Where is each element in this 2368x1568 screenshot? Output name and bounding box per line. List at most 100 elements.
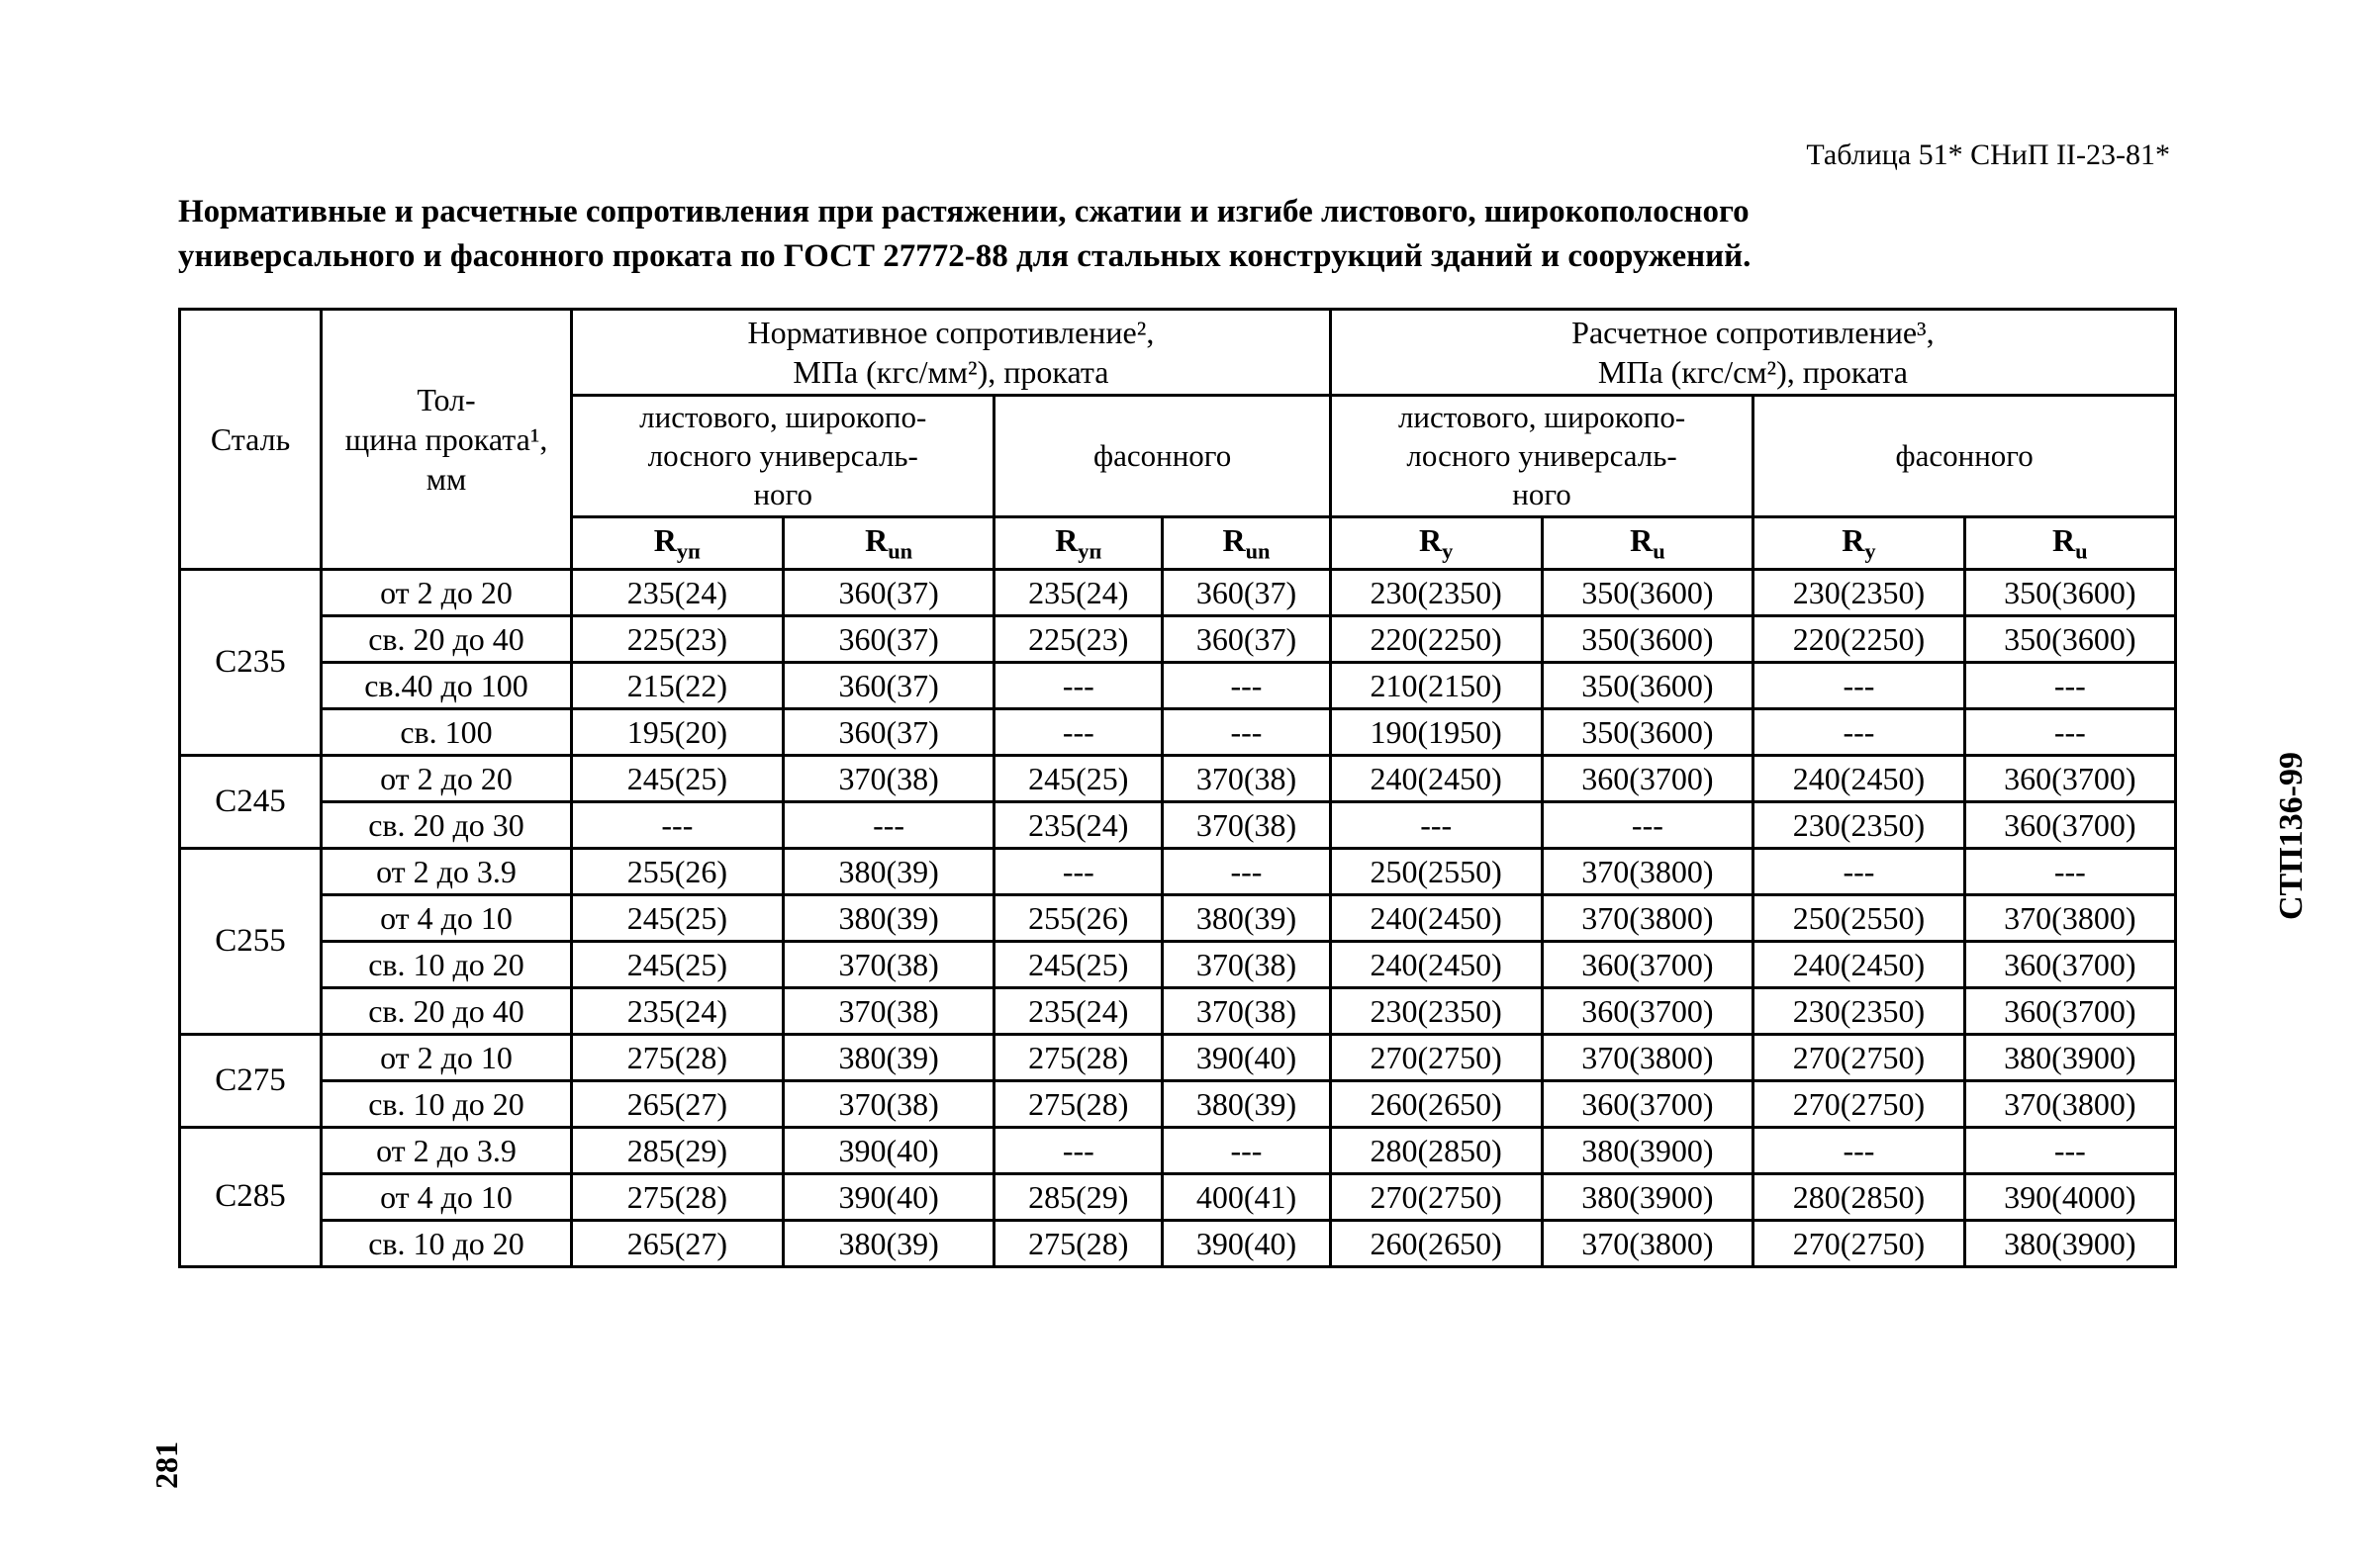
value-cell: 220(2250) [1330, 615, 1542, 662]
value-cell: 280(2850) [1330, 1127, 1542, 1173]
value-cell: 350(3600) [1542, 708, 1753, 755]
table-row: св. 20 до 40235(24)370(38)235(24)370(38)… [180, 987, 2176, 1034]
page-number: 281 [148, 1441, 185, 1489]
value-cell: 245(25) [572, 941, 784, 987]
table-row: св. 20 до 30------235(24)370(38)------23… [180, 801, 2176, 848]
value-cell: 390(40) [783, 1173, 995, 1220]
value-cell: 195(20) [572, 708, 784, 755]
value-cell: --- [995, 848, 1163, 894]
value-cell: 245(25) [995, 755, 1163, 801]
value-cell: 235(24) [572, 569, 784, 615]
value-cell: 400(41) [1163, 1173, 1331, 1220]
value-cell: 350(3600) [1964, 615, 2175, 662]
calc-top: Расчетное сопротивление³, [1571, 315, 1934, 350]
value-cell: 270(2750) [1330, 1034, 1542, 1080]
value-cell: 360(3700) [1964, 941, 2175, 987]
value-cell: 285(29) [995, 1173, 1163, 1220]
table-body: С235от 2 до 20235(24)360(37)235(24)360(3… [180, 569, 2176, 1266]
value-cell: 390(40) [783, 1127, 995, 1173]
value-cell: 255(26) [572, 848, 784, 894]
sheet2-l1: листового, широкопо- [1398, 400, 1685, 434]
title-line-2: универсального и фасонного проката по ГО… [178, 238, 1751, 274]
value-cell: 380(3900) [1964, 1220, 2175, 1266]
value-cell: 360(3700) [1964, 755, 2175, 801]
value-cell: 360(3700) [1542, 1080, 1753, 1127]
page: Таблица 51* СНиП II-23-81* Нормативные и… [0, 0, 2368, 1568]
table-row: св. 20 до 40225(23)360(37)225(23)360(37)… [180, 615, 2176, 662]
value-cell: --- [1163, 1127, 1331, 1173]
value-cell: 215(22) [572, 662, 784, 708]
value-cell: 220(2250) [1753, 615, 1964, 662]
value-cell: --- [995, 708, 1163, 755]
col-norm-sheet: листового, широкопо- лосного универсаль-… [572, 396, 995, 517]
value-cell: 360(37) [783, 569, 995, 615]
table-row: С245от 2 до 20245(25)370(38)245(25)370(3… [180, 755, 2176, 801]
value-cell: 370(3800) [1542, 1220, 1753, 1266]
value-cell: 270(2750) [1753, 1080, 1964, 1127]
value-cell: 250(2550) [1330, 848, 1542, 894]
table-row: от 4 до 10245(25)380(39)255(26)380(39)24… [180, 894, 2176, 941]
value-cell: 240(2450) [1753, 755, 1964, 801]
value-cell: 380(39) [783, 894, 995, 941]
thickness-cell: св. 20 до 40 [322, 615, 572, 662]
value-cell: 235(24) [572, 987, 784, 1034]
value-cell: 390(40) [1163, 1220, 1331, 1266]
value-cell: 360(37) [783, 708, 995, 755]
value-cell: 350(3600) [1542, 615, 1753, 662]
thickness-cell: от 4 до 10 [322, 894, 572, 941]
value-cell: 370(3800) [1542, 894, 1753, 941]
sym-ryn-1: Rуп [572, 517, 784, 569]
sheet2-l3: ного [1512, 477, 1571, 511]
steel-cell: С235 [180, 569, 322, 755]
value-cell: 370(38) [1163, 755, 1331, 801]
sym-run-1: Run [783, 517, 995, 569]
value-cell: 360(37) [1163, 615, 1331, 662]
value-cell: 285(29) [572, 1127, 784, 1173]
value-cell: 235(24) [995, 987, 1163, 1034]
sym-ry-1: Ry [1330, 517, 1542, 569]
value-cell: 380(3900) [1964, 1034, 2175, 1080]
table-row: от 4 до 10275(28)390(40)285(29)400(41)27… [180, 1173, 2176, 1220]
value-cell: 240(2450) [1330, 755, 1542, 801]
thickness-cell: от 2 до 20 [322, 755, 572, 801]
value-cell: 380(39) [1163, 894, 1331, 941]
value-cell: 370(38) [1163, 941, 1331, 987]
value-cell: 390(40) [1163, 1034, 1331, 1080]
value-cell: 370(38) [783, 755, 995, 801]
value-cell: 370(38) [1163, 801, 1331, 848]
thickness-cell: от 2 до 3.9 [322, 848, 572, 894]
steel-cell: С255 [180, 848, 322, 1034]
value-cell: --- [1964, 662, 2175, 708]
value-cell: 390(4000) [1964, 1173, 2175, 1220]
thickness-cell: св. 100 [322, 708, 572, 755]
calc-units: МПа (кгс/см²), проката [1598, 354, 1908, 390]
steel-cell: С245 [180, 755, 322, 848]
value-cell: 350(3600) [1542, 662, 1753, 708]
value-cell: --- [572, 801, 784, 848]
col-norm-shaped: фасонного [995, 396, 1330, 517]
header-row-1: Сталь Тол- щина проката¹, мм Нормативное… [180, 310, 2176, 396]
title-line-1: Нормативные и расчетные сопротивления пр… [178, 194, 1750, 230]
value-cell: 230(2350) [1753, 801, 1964, 848]
norm-top: Нормативное сопротивление², [747, 315, 1154, 350]
value-cell: 380(39) [1163, 1080, 1331, 1127]
value-cell: 360(3700) [1542, 941, 1753, 987]
value-cell: 265(27) [572, 1220, 784, 1266]
thickness-l3: мм [426, 461, 467, 497]
thickness-cell: св.40 до 100 [322, 662, 572, 708]
value-cell: 360(3700) [1542, 987, 1753, 1034]
value-cell: 380(3900) [1542, 1173, 1753, 1220]
value-cell: 370(3800) [1964, 894, 2175, 941]
steel-cell: С275 [180, 1034, 322, 1127]
value-cell: 350(3600) [1542, 569, 1753, 615]
value-cell: --- [783, 801, 995, 848]
value-cell: 360(37) [783, 615, 995, 662]
value-cell: --- [1163, 708, 1331, 755]
value-cell: 360(37) [783, 662, 995, 708]
value-cell: 245(25) [572, 894, 784, 941]
value-cell: --- [1163, 662, 1331, 708]
table-row: св. 100195(20)360(37)------190(1950)350(… [180, 708, 2176, 755]
value-cell: 270(2750) [1753, 1034, 1964, 1080]
table-row: св. 10 до 20265(27)380(39)275(28)390(40)… [180, 1220, 2176, 1266]
value-cell: --- [995, 1127, 1163, 1173]
